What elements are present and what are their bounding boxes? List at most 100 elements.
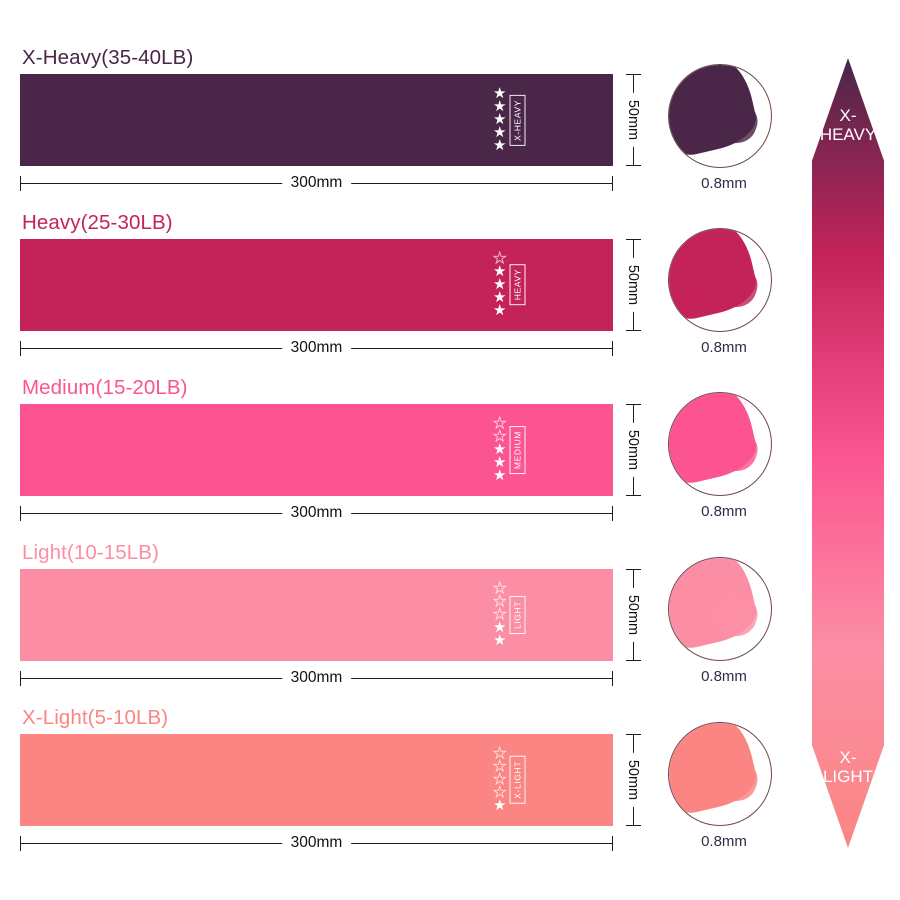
star-filled-icon: ★ (493, 262, 507, 280)
star-filled-icon: ★ (493, 440, 507, 458)
height-dimension-label: 50mm (625, 752, 641, 808)
band-strip: ★ ★ ★ ★ ★ X-HEAVY (20, 74, 613, 166)
height-dimension-label: 50mm (625, 422, 641, 478)
band-tag-label: X-HEAVY (509, 94, 525, 146)
star-empty-icon: ★ (493, 592, 507, 610)
band-fold-illustration (668, 722, 772, 826)
band-fold-illustration (668, 557, 772, 661)
star-filled-icon: ★ (493, 136, 507, 154)
dimension-cap-top (626, 74, 641, 75)
width-dimension: 300mm (20, 339, 613, 357)
band-tag-label: MEDIUM (509, 425, 525, 475)
width-dimension: 300mm (20, 174, 613, 192)
star-filled-icon: ★ (493, 84, 507, 102)
band-strip: ★ ★ ★ ★ ★ HEAVY (20, 239, 613, 331)
thickness-inset: 0.8mm (668, 64, 780, 192)
thickness-inset: 0.8mm (668, 392, 780, 520)
dimension-cap-left (20, 836, 21, 851)
star-rating: ★ ★ ★ ★ ★ (493, 249, 507, 319)
dimension-cap-bottom (626, 660, 641, 661)
star-empty-icon: ★ (493, 770, 507, 788)
band-fold-illustration (668, 392, 772, 496)
star-empty-icon: ★ (493, 605, 507, 623)
height-dimension: 50mm (622, 734, 644, 826)
dimension-cap-bottom (626, 495, 641, 496)
star-empty-icon: ★ (493, 744, 507, 762)
width-dimension-label: 300mm (281, 834, 352, 852)
dimension-cap-bottom (626, 825, 641, 826)
height-dimension-label: 50mm (625, 587, 641, 643)
dimension-cap-right (612, 506, 613, 521)
thickness-label: 0.8mm (701, 175, 747, 192)
thickness-label: 0.8mm (701, 833, 747, 850)
band-marking: ★ ★ ★ ★ ★ X-LIGHT (493, 743, 525, 817)
star-filled-icon: ★ (493, 301, 507, 319)
band-marking: ★ ★ ★ ★ ★ MEDIUM (493, 413, 525, 487)
band-marking: ★ ★ ★ ★ ★ HEAVY (493, 248, 525, 322)
band-marking: ★ ★ ★ ★ ★ LIGHT (493, 578, 525, 652)
star-filled-icon: ★ (493, 631, 507, 649)
star-filled-icon: ★ (493, 288, 507, 306)
dimension-cap-right (612, 341, 613, 356)
height-dimension: 50mm (622, 404, 644, 496)
star-filled-icon: ★ (493, 466, 507, 484)
band-strip: ★ ★ ★ ★ ★ X-LIGHT (20, 734, 613, 826)
arrow-top-label: X- HEAVY (819, 106, 877, 145)
star-filled-icon: ★ (493, 275, 507, 293)
dimension-cap-left (20, 671, 21, 686)
band-strip: ★ ★ ★ ★ ★ MEDIUM (20, 404, 613, 496)
dimension-cap-top (626, 239, 641, 240)
thickness-label: 0.8mm (701, 503, 747, 520)
band-title: X-Light(5-10LB) (22, 706, 169, 729)
dimension-cap-left (20, 176, 21, 191)
arrow-bottom-label: X- LIGHT (822, 747, 874, 786)
star-empty-icon: ★ (493, 783, 507, 801)
thickness-inset: 0.8mm (668, 228, 780, 356)
dimension-cap-right (612, 671, 613, 686)
band-tag-label: X-LIGHT (509, 756, 525, 804)
width-dimension-label: 300mm (281, 504, 352, 522)
star-filled-icon: ★ (493, 453, 507, 471)
star-rating: ★ ★ ★ ★ ★ (493, 579, 507, 649)
band-title: Light(10-15LB) (22, 541, 160, 564)
thickness-label: 0.8mm (701, 668, 747, 685)
width-dimension: 300mm (20, 504, 613, 522)
thickness-inset: 0.8mm (668, 722, 780, 850)
intensity-gradient-arrow: X- HEAVY X- LIGHT (812, 58, 884, 848)
width-dimension: 300mm (20, 834, 613, 852)
star-filled-icon: ★ (493, 123, 507, 141)
height-dimension-label: 50mm (625, 257, 641, 313)
band-fold-illustration (668, 64, 772, 168)
star-empty-icon: ★ (493, 414, 507, 432)
star-empty-icon: ★ (493, 757, 507, 775)
width-dimension-label: 300mm (281, 174, 352, 192)
height-dimension: 50mm (622, 569, 644, 661)
dimension-cap-left (20, 341, 21, 356)
dimension-cap-bottom (626, 165, 641, 166)
star-rating: ★ ★ ★ ★ ★ (493, 744, 507, 812)
height-dimension: 50mm (622, 74, 644, 166)
thickness-inset: 0.8mm (668, 557, 780, 685)
star-empty-icon: ★ (493, 427, 507, 445)
width-dimension-label: 300mm (281, 669, 352, 687)
dimension-cap-top (626, 404, 641, 405)
dimension-cap-right (612, 176, 613, 191)
dimension-cap-top (626, 569, 641, 570)
band-strip: ★ ★ ★ ★ ★ LIGHT (20, 569, 613, 661)
band-title: Heavy(25-30LB) (22, 211, 173, 234)
width-dimension-label: 300mm (281, 339, 352, 357)
band-tag-label: LIGHT (509, 595, 525, 635)
star-rating: ★ ★ ★ ★ ★ (493, 84, 507, 154)
dimension-cap-bottom (626, 330, 641, 331)
band-title: X-Heavy(35-40LB) (22, 46, 194, 69)
band-title: Medium(15-20LB) (22, 376, 188, 399)
star-empty-icon: ★ (493, 579, 507, 597)
star-filled-icon: ★ (493, 618, 507, 636)
dimension-cap-top (626, 734, 641, 735)
dimension-cap-right (612, 836, 613, 851)
star-empty-icon: ★ (493, 249, 507, 267)
thickness-label: 0.8mm (701, 339, 747, 356)
band-marking: ★ ★ ★ ★ ★ X-HEAVY (493, 83, 525, 157)
height-dimension-label: 50mm (625, 92, 641, 148)
